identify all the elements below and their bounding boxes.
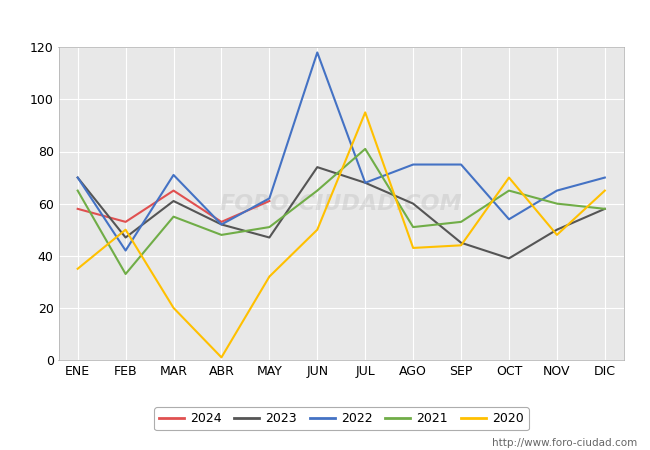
Text: http://www.foro-ciudad.com: http://www.foro-ciudad.com	[492, 438, 637, 448]
Legend: 2024, 2023, 2022, 2021, 2020: 2024, 2023, 2022, 2021, 2020	[154, 407, 528, 430]
Text: FORO-CIUDAD.COM: FORO-CIUDAD.COM	[220, 194, 463, 214]
Text: Matriculaciones de Vehiculos en Oliva: Matriculaciones de Vehiculos en Oliva	[168, 12, 482, 30]
